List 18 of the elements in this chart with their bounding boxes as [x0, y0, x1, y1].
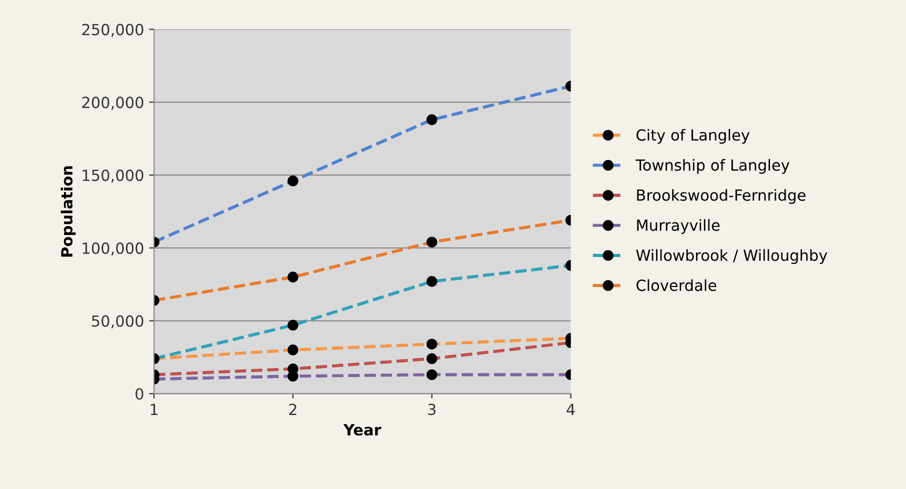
y-tick-label: 150,000	[82, 170, 144, 183]
legend-label: Cloverdale	[636, 279, 716, 292]
legend-label: Township of Langley	[636, 159, 790, 174]
x-axis-title: Year	[343, 424, 382, 436]
x-tick-label: 4	[566, 404, 575, 415]
x-tick-label: 1	[150, 404, 158, 415]
legend-label: Willowbrook / Willoughby	[636, 249, 828, 264]
y-tick-label: 0	[136, 388, 144, 400]
legend-label: Brookswood-Fernridge	[637, 189, 806, 204]
legend-label: Murrayville	[637, 219, 720, 234]
y-axis-title: Population	[60, 166, 76, 257]
y-tick-label: 100,000	[82, 242, 144, 256]
y-tick-label: 200,000	[82, 96, 144, 110]
x-tick-label: 3	[428, 404, 436, 416]
y-tick-label: 50,000	[92, 315, 144, 328]
x-tick-label: 2	[289, 404, 296, 415]
legend-label: City of Langley	[636, 128, 750, 144]
y-tick-label: 250,000	[82, 24, 144, 37]
